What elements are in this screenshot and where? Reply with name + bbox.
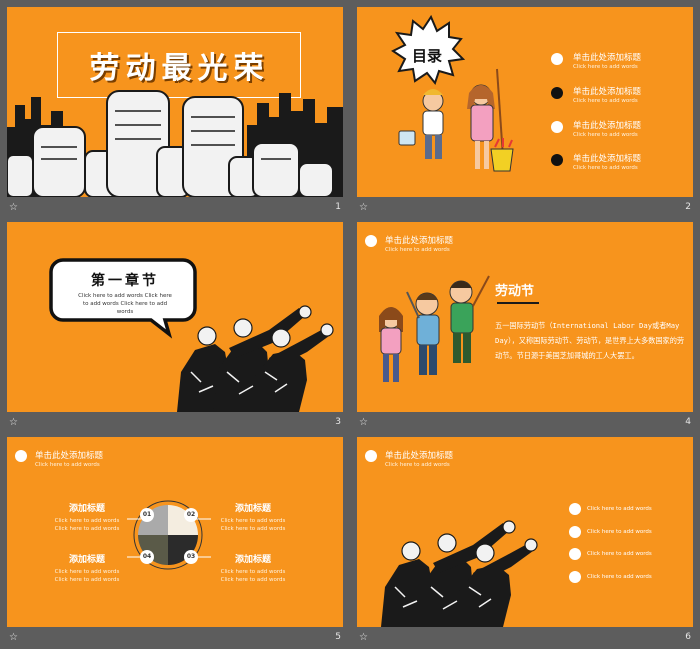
block-line: Click here to add words	[54, 577, 120, 583]
heading-underline	[497, 302, 539, 304]
star-icon: ☆	[359, 632, 368, 643]
star-icon: ☆	[359, 202, 368, 213]
star-icon: ☆	[359, 417, 368, 428]
list-item-text: Click here to add words	[587, 506, 652, 512]
slide-3-footer: ☆ 3	[7, 414, 343, 434]
slide-title: 劳动最光荣	[89, 51, 270, 86]
slide-number: 2	[685, 202, 691, 212]
badge-04: 04	[142, 553, 152, 560]
speech-burst-shape	[391, 14, 466, 86]
bullet-circle-icon	[569, 503, 581, 515]
toc-item-subtitle: Click here to add words	[573, 98, 638, 104]
quadrant-circle-graphic	[127, 500, 211, 570]
bullet-circle-icon	[551, 87, 563, 99]
block-title: 添加标题	[68, 555, 105, 565]
header-title: 单击此处添加标题	[385, 236, 454, 246]
slide-number: 5	[335, 632, 341, 642]
bullet-circle-icon	[569, 526, 581, 538]
slide-thumbnail-5[interactable]: 单击此处添加标题 Click here to add words 01 02 0…	[7, 437, 343, 627]
block-line: Click here to add words	[220, 518, 286, 524]
block-line: Click here to add words	[54, 526, 120, 532]
slide-1-footer: ☆ 1	[7, 199, 343, 219]
bullet-circle-icon	[551, 53, 563, 65]
text-block-top-left[interactable]: 添加标题 Click here to add words Click here …	[47, 501, 127, 532]
toc-item-title: 单击此处添加标题	[573, 87, 642, 97]
text-block-bottom-left[interactable]: 添加标题 Click here to add words Click here …	[47, 552, 127, 583]
children-cleaning-illustration	[398, 68, 514, 172]
header-subtitle: Click here to add words	[35, 462, 100, 468]
slide-number: 6	[685, 632, 691, 642]
header-subtitle: Click here to add words	[385, 247, 450, 253]
badge-01: 01	[142, 511, 152, 518]
bullet-circle-icon	[569, 571, 581, 583]
header-title: 单击此处添加标题	[35, 451, 104, 461]
slide-5-footer: ☆ 5	[7, 629, 343, 649]
speech-bubble-shape	[49, 258, 197, 339]
header-bullet-circle-icon	[15, 450, 27, 462]
toc-item-title: 单击此处添加标题	[573, 154, 642, 164]
block-line: Click here to add words	[220, 577, 286, 583]
toc-item-title: 单击此处添加标题	[573, 53, 642, 63]
star-icon: ☆	[9, 202, 18, 213]
star-icon: ☆	[9, 632, 18, 643]
toc-item-subtitle: Click here to add words	[573, 64, 638, 70]
bullet-circle-icon	[551, 121, 563, 133]
block-line: Click here to add words	[54, 569, 120, 575]
badge-02: 02	[186, 511, 196, 518]
toc-item-subtitle: Click here to add words	[573, 132, 638, 138]
block-title: 添加标题	[234, 555, 271, 565]
slide-thumbnail-6[interactable]: 单击此处添加标题 Click here to add words Click h…	[357, 437, 693, 627]
block-line: Click here to add words	[220, 526, 286, 532]
header-bullet-circle-icon	[365, 450, 377, 462]
section-body-text: 五一国际劳动节（International Labor Day或者May Day…	[495, 321, 685, 360]
bullet-circle-icon	[569, 548, 581, 560]
block-title: 添加标题	[234, 504, 271, 514]
badge-03: 03	[186, 553, 196, 560]
list-item-text: Click here to add words	[587, 529, 652, 535]
list-item-text: Click here to add words	[587, 574, 652, 580]
text-block-bottom-right[interactable]: 添加标题 Click here to add words Click here …	[213, 552, 293, 583]
slide-number: 4	[685, 417, 691, 427]
slide-thumbnail-4[interactable]: 单击此处添加标题 Click here to add words 劳动节 五一国…	[357, 222, 693, 412]
star-icon: ☆	[9, 417, 18, 428]
toc-item-title: 单击此处添加标题	[573, 121, 642, 131]
city-skyline-fists-illustration	[7, 90, 343, 197]
chapter-title: 第一章节	[91, 273, 159, 289]
list-item-text: Click here to add words	[587, 551, 652, 557]
slide-thumbnail-1[interactable]: 劳动最光荣	[7, 7, 343, 197]
slide-thumbnail-2[interactable]: 目录 单击此处添加标题 Click here to add words 单击此处…	[357, 7, 693, 197]
slide-2-footer: ☆ 2	[357, 199, 693, 219]
header-bullet-circle-icon	[365, 235, 377, 247]
block-line: Click here to add words	[220, 569, 286, 575]
slide-number: 1	[335, 202, 341, 212]
slide-4-footer: ☆ 4	[357, 414, 693, 434]
chapter-subtitle: Click here to add words Click here to ad…	[78, 293, 172, 315]
workers-raising-fists-illustration	[177, 305, 334, 412]
toc-label: 目录	[411, 47, 442, 65]
slide-number: 3	[335, 417, 341, 427]
block-title: 添加标题	[68, 504, 105, 514]
bullet-circle-icon	[551, 154, 563, 166]
text-block-top-right[interactable]: 添加标题 Click here to add words Click here …	[213, 501, 293, 532]
workers-raising-fists-illustration	[381, 520, 538, 627]
title-frame	[57, 32, 301, 98]
slide-thumbnail-3[interactable]: 第一章节 Click here to add words Click here …	[7, 222, 343, 412]
toc-item-subtitle: Click here to add words	[573, 165, 638, 171]
slide-6-footer: ☆ 6	[357, 629, 693, 649]
header-title: 单击此处添加标题	[385, 451, 454, 461]
block-line: Click here to add words	[54, 518, 120, 524]
header-subtitle: Click here to add words	[385, 462, 450, 468]
section-heading: 劳动节	[495, 284, 535, 299]
children-workers-illustration	[379, 275, 490, 382]
